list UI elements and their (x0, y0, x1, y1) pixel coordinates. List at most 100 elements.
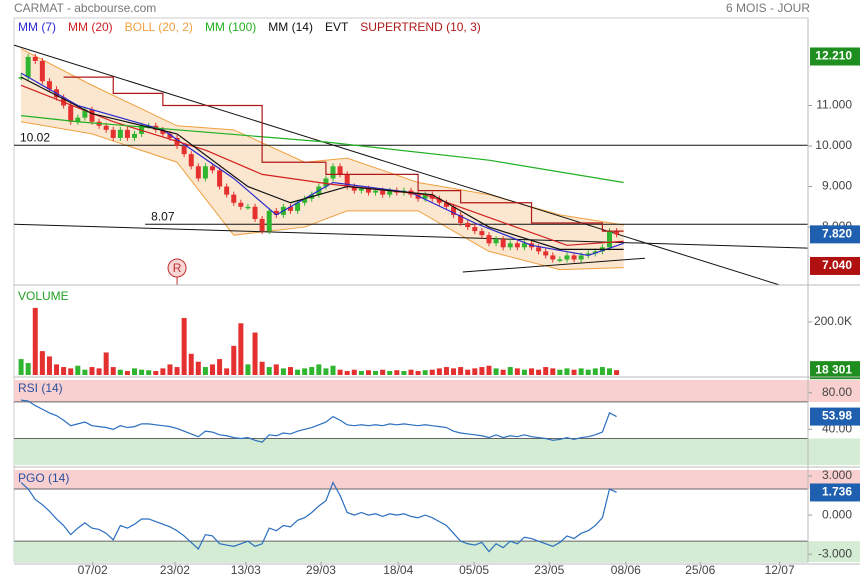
candle (507, 243, 513, 248)
volume-bar (365, 370, 371, 375)
candle (266, 210, 272, 232)
volume-bar (380, 369, 386, 375)
candle (75, 117, 81, 122)
value-box-label: 12.210 (815, 49, 852, 63)
candle (124, 129, 130, 138)
zone (14, 438, 860, 465)
indicator-line (63, 76, 624, 232)
indicator-line (20, 84, 624, 246)
value-box-label: 1.736 (822, 485, 852, 499)
volume-bar (599, 367, 605, 375)
candle (167, 133, 173, 138)
volume-bar (486, 365, 492, 375)
volume-bar (529, 368, 535, 375)
volume-bar (195, 361, 201, 375)
candle (380, 190, 386, 195)
volume-bar (280, 368, 286, 375)
volume-bar (245, 364, 251, 375)
candle (514, 243, 520, 248)
volume-bar (394, 370, 400, 375)
volume-bar (543, 367, 549, 375)
x-tick-label: 05/05 (459, 563, 489, 577)
band-lower (21, 121, 624, 271)
volume-bar (224, 368, 230, 375)
candle (387, 190, 393, 195)
candle (252, 206, 258, 219)
x-tick-label: 07/02 (78, 563, 108, 577)
candle (46, 81, 52, 90)
value-box (810, 47, 860, 66)
volume-bar (479, 367, 485, 375)
volume-bar (401, 371, 407, 375)
y-tick-label: -3.000 (818, 546, 852, 560)
candle (436, 198, 442, 203)
candle (536, 247, 542, 252)
volume-bar (571, 369, 577, 375)
legend-entry: EVT (325, 20, 349, 34)
volume-bar (521, 369, 527, 375)
candle (231, 194, 237, 203)
candle (181, 146, 187, 155)
volume-bar (61, 367, 67, 375)
candle (415, 194, 421, 199)
x-tick-label: 29/03 (306, 563, 336, 577)
volume-bar (507, 367, 513, 375)
y-tick-label: 200.0K (814, 314, 852, 328)
candle (68, 105, 74, 122)
candle (564, 255, 570, 260)
candle (117, 129, 123, 138)
candle (351, 186, 357, 191)
volume-bar (273, 364, 279, 375)
volume-bar (536, 369, 542, 375)
indicator-line (20, 72, 624, 257)
candle (302, 198, 308, 203)
candle (32, 56, 38, 61)
candle (323, 178, 329, 187)
candle (550, 255, 556, 260)
x-tick-label: 23/05 (534, 563, 564, 577)
volume-bar (75, 365, 81, 375)
indicator-line (20, 481, 617, 553)
volume-bar (607, 368, 612, 375)
volume-bar (500, 369, 506, 375)
volume-bar (337, 369, 343, 375)
candle (472, 227, 478, 232)
candle (373, 190, 379, 193)
volume-bar (550, 368, 556, 375)
x-tick-label: 25/06 (685, 563, 715, 577)
volume-bar (309, 367, 315, 375)
volume-bar (266, 367, 272, 375)
volume-bar (210, 364, 215, 375)
x-tick-label: 18/04 (383, 563, 413, 577)
volume-bar (295, 369, 301, 375)
volume-bar (351, 369, 357, 375)
legend-entry: MM (100) (205, 20, 256, 34)
value-box (810, 361, 860, 380)
volume-bar (160, 368, 166, 375)
candle (195, 166, 201, 179)
volume-bar (408, 369, 414, 375)
volume-bar (146, 370, 152, 375)
zone (14, 541, 860, 562)
volume-bar (217, 359, 223, 375)
candle (160, 129, 166, 134)
candle (422, 194, 428, 199)
volume-bar (110, 367, 116, 375)
volume-bar (592, 368, 598, 375)
legend-entry: MM (7) (18, 20, 56, 34)
candle (607, 231, 612, 248)
volume-bar (167, 364, 173, 375)
zone (14, 380, 860, 402)
page-title: CARMAT - abcbourse.com (14, 1, 156, 15)
volume-bar (302, 368, 308, 375)
volume-bar (25, 363, 31, 375)
candle (238, 202, 244, 207)
volume-bar (493, 368, 499, 375)
level-label: 10.02 (20, 130, 50, 144)
volume-bar (316, 364, 322, 375)
y-tick-label: 80.00 (822, 385, 852, 399)
candle (103, 125, 109, 130)
event-marker (167, 258, 187, 278)
volume-bar (514, 368, 520, 375)
volume-bar (174, 367, 180, 375)
